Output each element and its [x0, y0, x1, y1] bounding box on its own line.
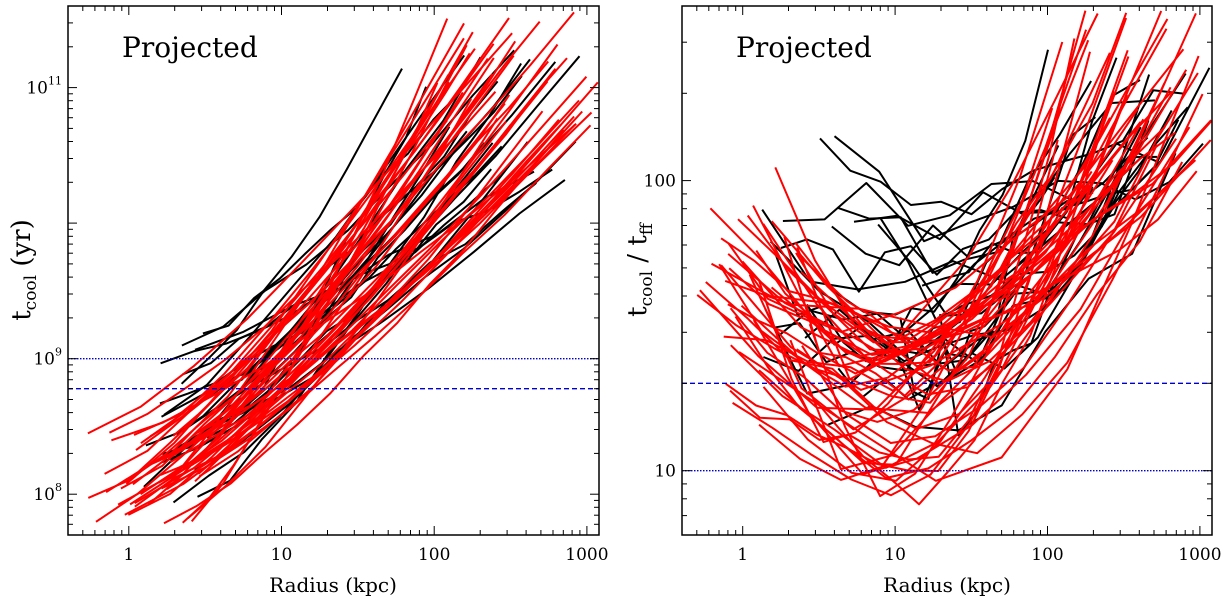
right-black-curve-2 — [831, 142, 1204, 267]
right-y-tick-label-0: 10 — [654, 462, 676, 482]
left-reference-lines — [68, 358, 599, 390]
right-red-curve-46 — [770, 82, 1166, 386]
left-red-curve-44 — [108, 91, 497, 434]
left-x-tick-label-0: 1 — [123, 545, 134, 565]
right-reference-lines — [682, 382, 1212, 472]
right-red-curve-40 — [737, 72, 1199, 383]
left-red-curve-29 — [87, 32, 513, 435]
right-curves — [696, 10, 1212, 506]
right-x-tick-label-0: 1 — [737, 545, 748, 565]
left-red-curve-24 — [95, 55, 515, 523]
right-red-curve-27 — [740, 138, 1177, 414]
right-red-curve-20 — [727, 107, 1054, 397]
right-annotation: Projected — [736, 31, 872, 64]
right-red-curve-41 — [762, 108, 1139, 364]
right-y-axis-label: tcool / tff — [623, 221, 657, 317]
left-curves — [87, 11, 599, 525]
right-red-curve-47 — [796, 93, 1204, 455]
right-red-curve-17 — [755, 157, 1105, 365]
left-red-curve-38 — [140, 48, 476, 445]
left-y-tick-label-2: 1011 — [26, 75, 62, 99]
right-red-curve-45 — [741, 119, 1212, 358]
panel-left: 1 10 100 1000 108 109 1011 Projected Radius (k… — [7, 5, 609, 597]
right-red-curve-23 — [758, 29, 1088, 481]
left-red-curve-43 — [196, 119, 560, 462]
right-y-tick-label-1: 100 — [644, 172, 676, 192]
right-x-tick-label-3: 1000 — [1178, 545, 1221, 565]
right-ylabel-rest: / t — [623, 235, 653, 271]
left-y-tick-label-1: 109 — [33, 346, 62, 370]
left-black-curve-9 — [163, 54, 466, 416]
left-red-curve-46 — [147, 74, 450, 506]
left-red-curve-26 — [169, 99, 580, 463]
left-red-curve-22 — [140, 58, 489, 496]
left-x-tick-label-1: 10 — [271, 545, 293, 565]
right-red-curve-2 — [729, 139, 1059, 461]
left-red-curve-47 — [134, 22, 465, 508]
right-x-tick-label-1: 10 — [884, 545, 906, 565]
left-y-tick-label-0: 108 — [33, 481, 62, 505]
right-red-curve-36 — [800, 117, 1111, 356]
left-x-tick-label-2: 100 — [418, 545, 450, 565]
left-x-axis-label: Radius (kpc) — [269, 573, 397, 597]
left-ylabel-sub: cool — [21, 275, 41, 310]
left-ylabel-rest: (yr) — [7, 219, 37, 275]
left-red-curve-40 — [175, 94, 511, 453]
right-black-curve-4 — [833, 135, 1149, 243]
right-black-curve-17 — [836, 80, 1092, 274]
left-red-curve-42 — [111, 123, 577, 442]
left-red-curve-31 — [160, 124, 592, 490]
left-plot-frame — [67, 5, 600, 536]
left-black-curve-17 — [172, 142, 494, 504]
right-ylabel-main: t — [623, 306, 653, 317]
right-black-curve-25 — [780, 186, 1094, 293]
left-red-curve-27 — [117, 76, 588, 506]
left-red-curve-45 — [125, 37, 465, 485]
left-annotation: Projected — [122, 31, 258, 64]
left-red-curve-12 — [162, 123, 576, 459]
panel-right: 1 10 100 1000 10 100 Projected Radius (kpc) t… — [623, 5, 1222, 597]
right-red-curve-43 — [727, 48, 1185, 333]
left-black-curve-15 — [197, 62, 522, 498]
left-red-curve-8 — [135, 17, 510, 451]
right-red-curve-38 — [723, 41, 1064, 392]
right-red-curve-42 — [724, 158, 1195, 339]
right-black-curve-18 — [819, 89, 1184, 216]
right-ylabel-sub2: ff — [637, 221, 657, 235]
left-ylabel-main: t — [7, 310, 37, 321]
right-red-curve-14 — [795, 28, 1168, 353]
right-ylabel-sub: cool — [637, 271, 657, 306]
left-x-tick-label-3: 1000 — [565, 545, 608, 565]
right-red-curve-44 — [758, 161, 1184, 479]
right-axis-ticks: 1 10 100 1000 10 100 — [644, 5, 1222, 565]
left-red-curve-20 — [163, 129, 565, 525]
right-plot-frame — [681, 5, 1213, 536]
left-red-curve-37 — [134, 80, 549, 505]
left-red-curve-34 — [149, 20, 541, 438]
left-black-curve-5 — [159, 175, 502, 405]
right-x-axis-label: Radius (kpc) — [883, 573, 1011, 597]
left-red-curve-39 — [191, 57, 495, 438]
left-axis-ticks: 1 10 100 1000 108 109 1011 — [26, 5, 609, 565]
right-red-curve-34 — [738, 55, 1200, 482]
left-black-curve-7 — [180, 68, 403, 385]
right-x-tick-label-2: 100 — [1031, 545, 1063, 565]
left-red-curve-30 — [160, 123, 512, 460]
left-y-axis-label: tcool (yr) — [7, 219, 41, 321]
left-red-curve-2 — [172, 110, 583, 480]
